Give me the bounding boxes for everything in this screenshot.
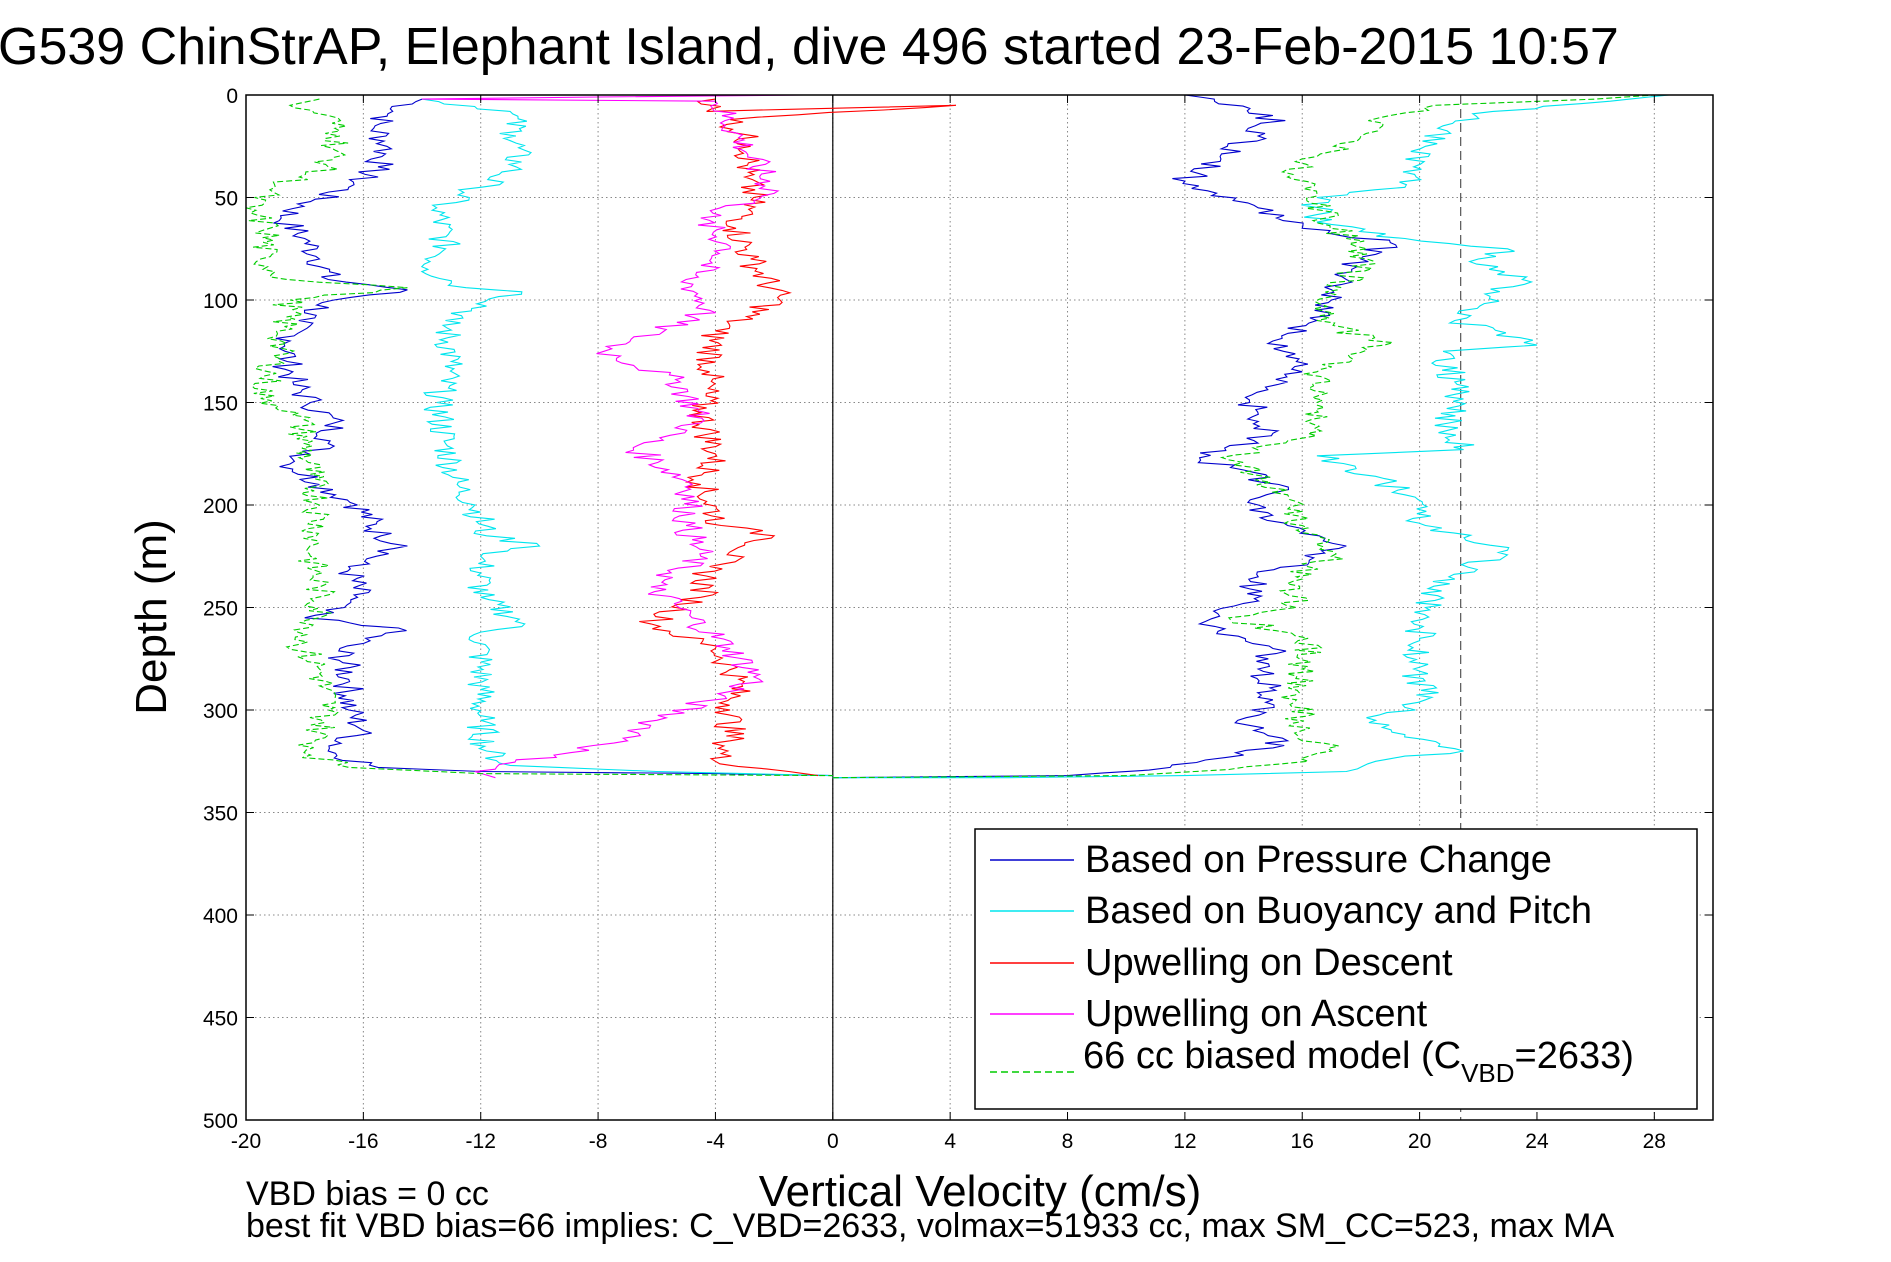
legend: Based on Pressure Change Based on Buoyan… (974, 828, 1698, 1110)
y-tick-label: 150 (203, 393, 238, 416)
y-tick-label: 200 (203, 495, 238, 518)
legend-box (974, 828, 1698, 1110)
legend-label-upwelling-descent: Upwelling on Descent (1085, 942, 1453, 984)
legend-label-upwelling-ascent: Upwelling on Ascent (1085, 993, 1428, 1035)
series-line (421, 94, 804, 779)
vbd-bias-note: VBD bias = 0 cc (246, 1175, 489, 1213)
y-tick-label: 100 (203, 290, 238, 313)
x-tick-label: 24 (1525, 1130, 1549, 1153)
x-tick-label: 20 (1408, 1130, 1431, 1153)
x-tick-label: 8 (1062, 1130, 1074, 1153)
legend-label-biased-model: 66 cc biased model (CVBD=2633) (1083, 1035, 1634, 1088)
y-axis-ticks: 0 50 100 150 200 250 300 350 400 450 500 (203, 85, 1713, 1133)
x-axis-ticks: -20 -16 -12 -8 -4 0 4 8 12 16 20 24 28 (231, 95, 1666, 1153)
y-tick-label: 50 (215, 188, 238, 211)
y-tick-label: 500 (203, 1110, 238, 1133)
y-tick-label: 0 (226, 85, 238, 108)
x-tick-label: 16 (1291, 1130, 1314, 1153)
series-group (245, 94, 1670, 779)
x-tick-label: -16 (348, 1130, 378, 1153)
chart-title: G539 ChinStrAP, Elephant Island, dive 49… (0, 18, 1619, 76)
x-tick-label: -12 (466, 1130, 496, 1153)
y-axis-label: Depth (m) (127, 519, 176, 715)
legend-label-pressure-change: Based on Pressure Change (1085, 839, 1552, 881)
series-line (832, 94, 1670, 779)
y-tick-label: 350 (203, 803, 238, 826)
x-tick-label: 0 (827, 1130, 839, 1153)
x-tick-label: -8 (589, 1130, 608, 1153)
best-fit-note: best fit VBD bias=66 implies: C_VBD=2633… (246, 1207, 1615, 1245)
series-line (245, 98, 833, 777)
series-line (832, 94, 1655, 779)
series-line (272, 98, 833, 777)
y-tick-label: 450 (203, 1008, 238, 1031)
y-tick-label: 250 (203, 598, 238, 621)
x-tick-label: 4 (944, 1130, 956, 1153)
series-line (832, 94, 1398, 779)
y-tick-label: 300 (203, 700, 238, 723)
x-tick-label: 28 (1643, 1130, 1666, 1153)
y-tick-label: 400 (203, 905, 238, 928)
legend-label-buoyancy-pitch: Based on Buoyancy and Pitch (1085, 890, 1592, 932)
x-tick-label: -20 (231, 1130, 261, 1153)
series-line (420, 98, 833, 777)
x-tick-label: 12 (1173, 1130, 1196, 1153)
x-tick-label: -4 (706, 1130, 725, 1153)
series-line (639, 98, 957, 777)
grid (245, 94, 1713, 1121)
x-axis-label: Vertical Velocity (cm/s) (759, 1167, 1202, 1216)
